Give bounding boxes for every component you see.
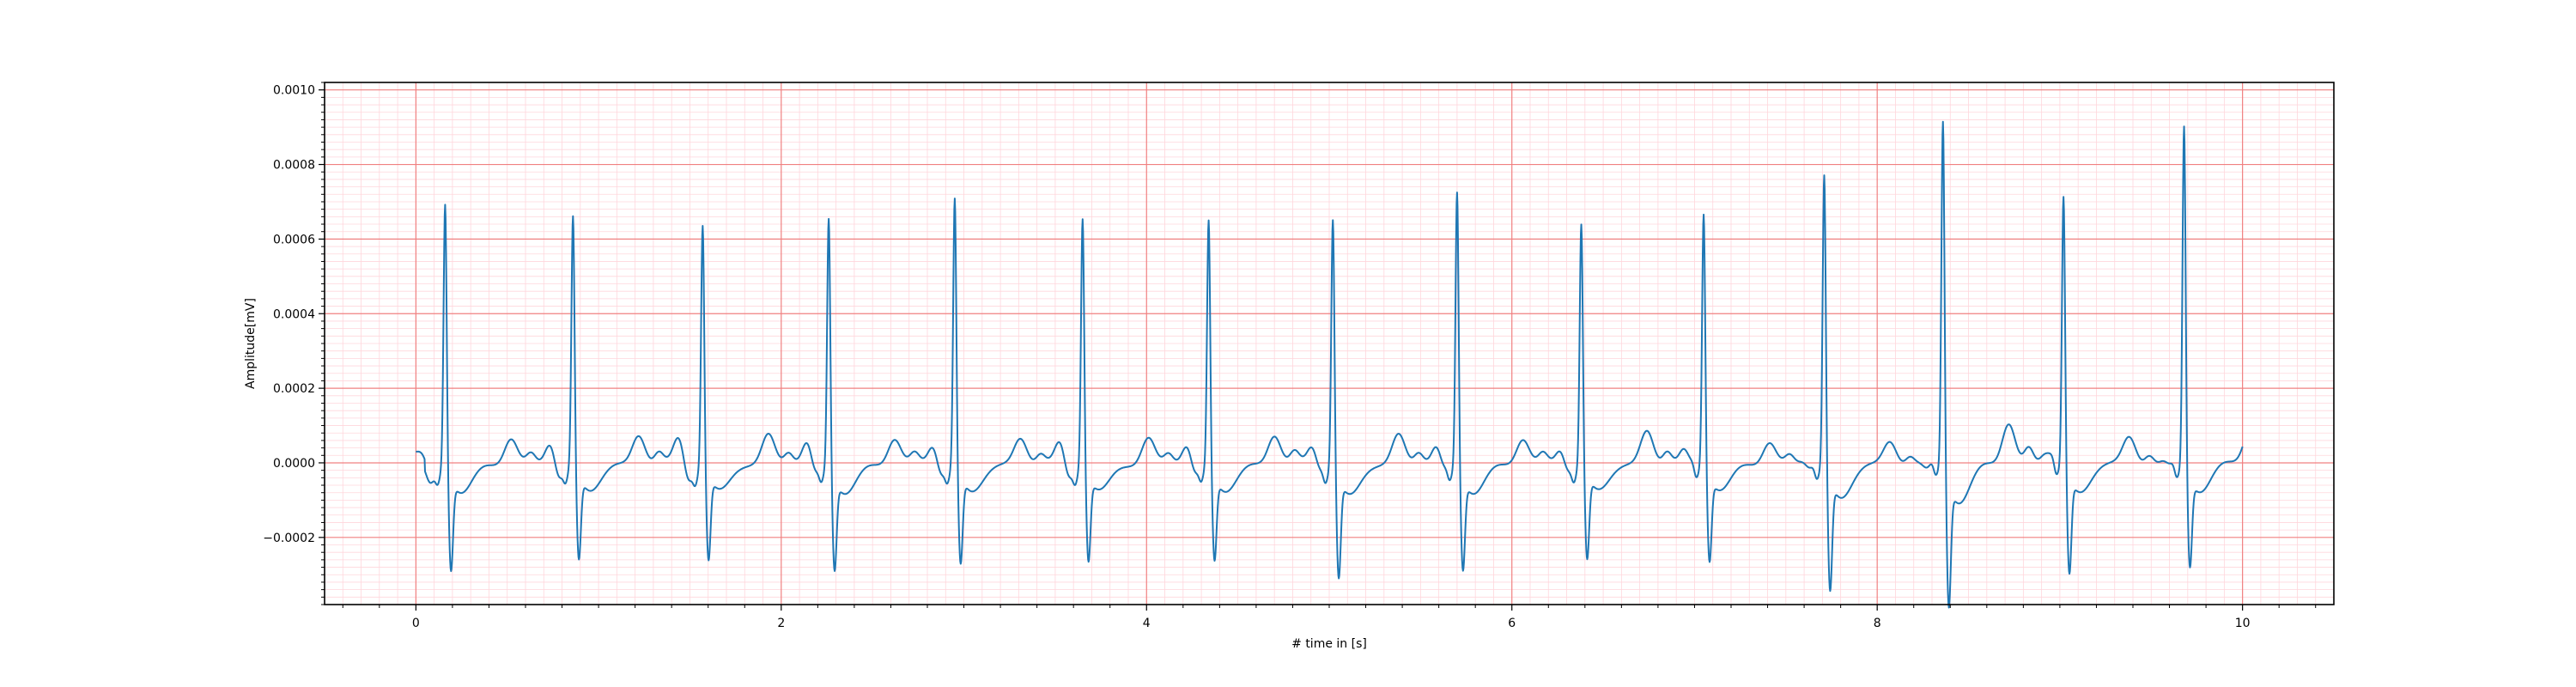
ecg-trace-line — [415, 120, 2244, 609]
y-tick-label: 0.0008 — [273, 159, 315, 173]
minor-grid — [325, 82, 2334, 605]
y-axis-label: Amplitude[mV] — [244, 298, 258, 389]
y-tick-label: 0.0002 — [273, 382, 315, 396]
x-tick-label: 0 — [412, 617, 420, 630]
y-tick-label: 0.0010 — [273, 84, 315, 98]
x-axis-label: # time in [s] — [1291, 637, 1367, 651]
y-tick-label: −0.0002 — [263, 532, 315, 545]
x-tick-label: 6 — [1508, 617, 1516, 630]
series-layer — [415, 120, 2244, 609]
y-tick-label: 0.0004 — [273, 307, 315, 321]
y-tick-label: 0.0006 — [273, 233, 315, 246]
y-tick-label: 0.0000 — [273, 457, 315, 471]
x-tick-label: 10 — [2235, 617, 2251, 630]
x-tick-label: 4 — [1143, 617, 1151, 630]
x-tick-label: 8 — [1874, 617, 1881, 630]
x-tick-label: 2 — [777, 617, 785, 630]
tick-layer: 0 2 4 6 8 10 −0.0002 0.0000 0.0002 0.0004 0.0006 0.… — [263, 82, 2317, 630]
